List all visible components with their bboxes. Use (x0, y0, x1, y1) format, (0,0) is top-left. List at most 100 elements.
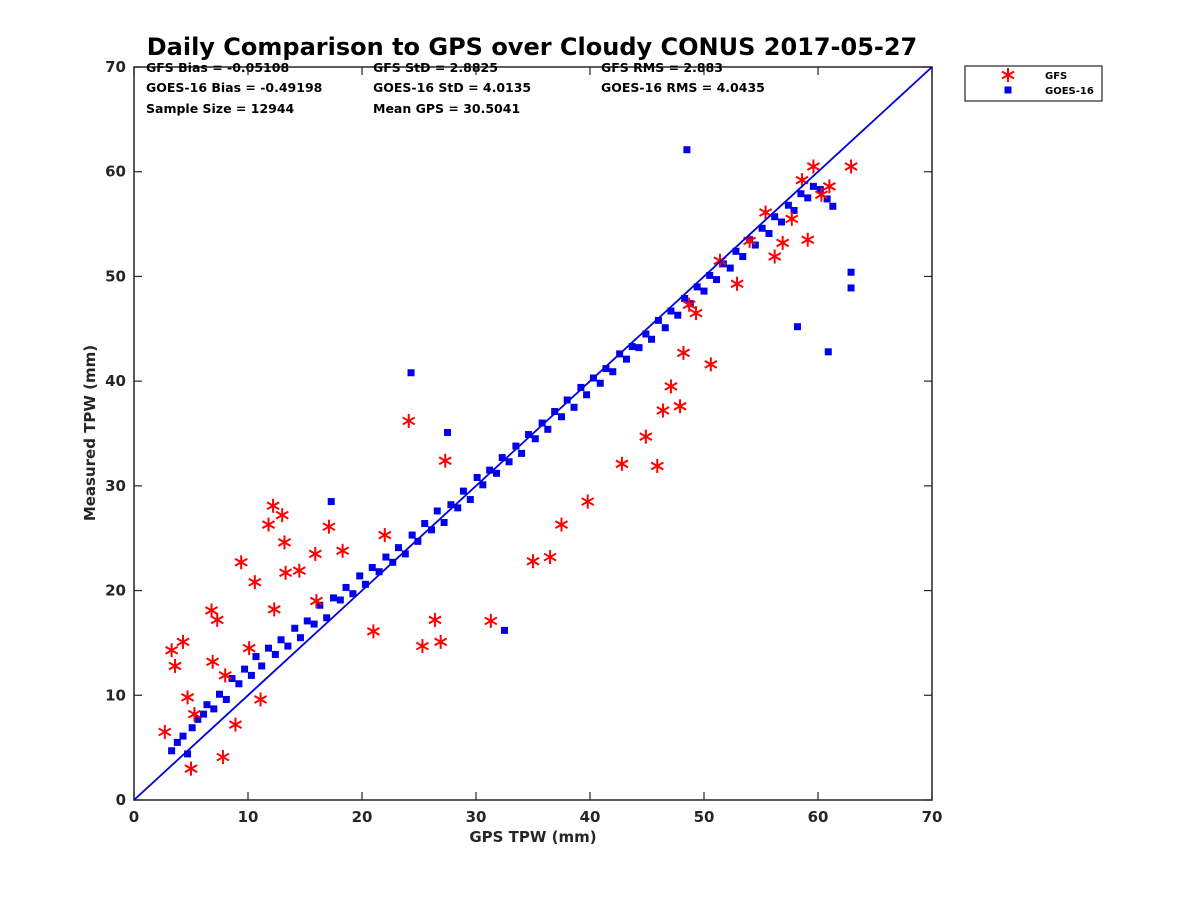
goes16-point (793, 323, 801, 331)
goes16-point (609, 368, 617, 376)
goes16-point (241, 665, 249, 673)
y-tick-label: 0 (116, 791, 126, 809)
gfs-point (292, 563, 306, 578)
goes16-point (751, 241, 759, 249)
goes16-point (368, 564, 376, 572)
gfs-point (228, 717, 243, 732)
goes16-point (823, 195, 831, 203)
gfs-point (543, 550, 557, 565)
goes16-point (739, 253, 747, 261)
gfs-point (554, 517, 569, 532)
goes16-point (829, 202, 837, 210)
x-tick-label: 10 (238, 808, 259, 826)
gfs-point (664, 379, 678, 394)
x-tick-label: 70 (922, 808, 943, 826)
goes16-point (667, 307, 675, 315)
y-tick-label: 40 (105, 372, 126, 390)
y-axis-label: Measured TPW (mm) (81, 345, 99, 521)
goes16-point (428, 526, 436, 534)
goes16-point (216, 690, 223, 698)
goes16-point (459, 487, 467, 495)
gfs-point (366, 624, 380, 639)
goes16-point (648, 335, 656, 343)
gfs-point (434, 634, 448, 649)
y-tick-label: 20 (105, 582, 126, 600)
stat-goes-bias: GOES-16 Bias = -0.49198 (146, 80, 322, 95)
goes16-point (235, 680, 243, 688)
legend-gfs-label: GFS (1045, 71, 1067, 82)
goes16-point (271, 650, 279, 658)
chart-title: Daily Comparison to GPS over Cloudy CONU… (147, 33, 918, 61)
goes16-point (421, 520, 429, 528)
goes16-point (674, 311, 682, 319)
goes16-point (493, 469, 501, 477)
goes16-point (222, 695, 230, 703)
gfs-point (656, 403, 670, 418)
goes16-point (719, 260, 727, 268)
gfs-point (402, 413, 416, 428)
y-tick-label: 30 (105, 477, 126, 495)
gfs-point (768, 249, 782, 264)
goes16-point (577, 383, 585, 391)
goes16-point (188, 724, 196, 732)
goes16-point (375, 568, 383, 576)
goes16-point (544, 425, 552, 433)
goes16-point (296, 634, 304, 642)
legend-gfs-marker (1001, 68, 1015, 82)
goes16-point (501, 626, 508, 634)
goes16-point (394, 544, 402, 552)
goes16-point (700, 287, 708, 295)
gfs-point (484, 613, 498, 628)
gfs-point (844, 159, 858, 174)
goes16-point (505, 458, 513, 466)
stat-gfs-std: GFS StD = 2.8825 (373, 60, 498, 75)
goes16-point (809, 182, 817, 190)
goes16-point (265, 644, 273, 652)
gfs-point (275, 508, 289, 523)
goes16-point (356, 572, 364, 580)
x-tick-label: 20 (352, 808, 373, 826)
gfs-point (261, 517, 276, 532)
gfs-point (438, 453, 452, 468)
goes16-point (498, 454, 506, 462)
gfs-point (308, 546, 322, 561)
goes16-point (706, 271, 714, 279)
gfs-point (181, 690, 195, 705)
goes16-point (194, 715, 202, 723)
x-axis-ticks: 0 10 20 30 40 50 60 70 (129, 67, 943, 826)
statistics-annotations: GFS Bias = -0.05108 GFS StD = 2.8825 GFS… (146, 60, 765, 116)
gfs-point (639, 429, 653, 444)
y-tick-label: 60 (105, 163, 126, 181)
goes16-point (596, 379, 604, 387)
goes16-point (479, 481, 487, 489)
y-tick-label: 50 (105, 267, 126, 285)
goes16-point (444, 428, 451, 436)
gfs-point (206, 654, 220, 669)
goes16-point (277, 636, 285, 644)
gfs-point (210, 612, 224, 627)
goes16-point (804, 194, 812, 202)
gfs-point (806, 159, 821, 174)
goes16-point (790, 206, 798, 214)
goes16-point (323, 614, 331, 622)
goes16-point (440, 519, 448, 527)
goes16-point (538, 419, 546, 427)
gfs-point (526, 554, 540, 569)
x-tick-label: 60 (808, 808, 829, 826)
goes16-point (303, 617, 311, 625)
x-tick-label: 30 (466, 808, 487, 826)
gfs-point (187, 707, 201, 722)
goes16-point (622, 355, 630, 363)
gfs-point (248, 575, 262, 590)
gfs-point (184, 761, 198, 776)
goes16-point (466, 495, 474, 503)
goes16-point (635, 344, 643, 352)
goes16-point (179, 732, 187, 740)
goes16-point (342, 583, 350, 591)
legend-gfs-star (1001, 68, 1015, 82)
gfs-point (266, 498, 280, 513)
goes16-point (327, 498, 335, 506)
gfs-point (814, 187, 828, 202)
goes16-point (654, 316, 662, 324)
